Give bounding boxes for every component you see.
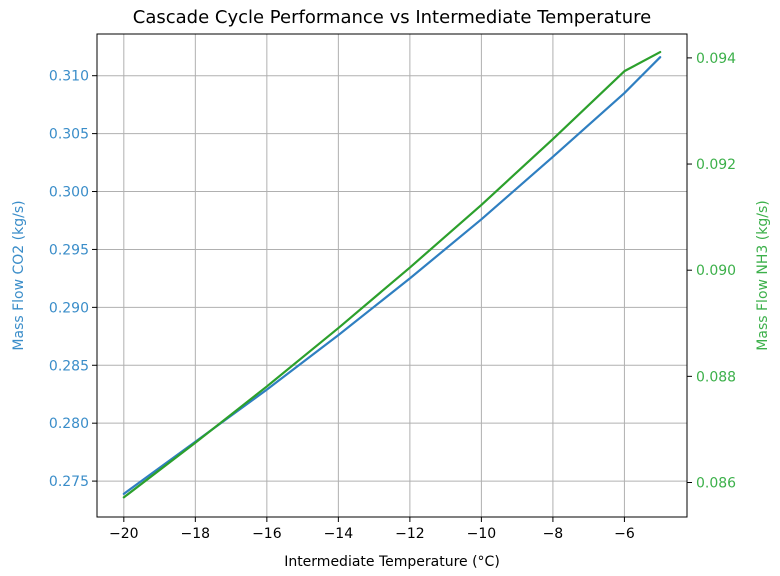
left-tick-label: 0.280 <box>49 416 89 432</box>
x-tick-label: −14 <box>324 526 354 542</box>
right-tick-label: 0.090 <box>696 263 736 279</box>
nh3-series-line <box>122 50 662 499</box>
x-tick-label: −20 <box>109 526 139 542</box>
left-tick-label: 0.300 <box>49 185 89 201</box>
left-tick-label: 0.310 <box>49 69 89 85</box>
right-tick-label: 0.088 <box>696 369 736 385</box>
series-layer <box>122 50 662 499</box>
x-tick-label: −10 <box>467 526 497 542</box>
right-y-axis: 0.086 0.088 0.090 0.092 0.094 <box>687 51 736 492</box>
left-tick-label: 0.305 <box>49 127 89 143</box>
grid <box>97 34 687 517</box>
right-y-axis-label: Mass Flow NH3 (kg/s) <box>755 200 771 350</box>
plot-frame <box>96 33 688 518</box>
left-tick-label: 0.295 <box>49 242 89 258</box>
x-tick-label: −8 <box>543 526 564 542</box>
left-y-axis-label: Mass Flow CO2 (kg/s) <box>11 200 27 350</box>
x-tick-label: −18 <box>181 526 211 542</box>
x-tick-label: −6 <box>614 526 635 542</box>
left-tick-label: 0.290 <box>49 300 89 316</box>
right-tick-label: 0.092 <box>696 157 736 173</box>
x-axis-label: Intermediate Temperature (°C) <box>284 554 500 570</box>
x-tick-label: −12 <box>395 526 425 542</box>
left-y-axis: 0.275 0.280 0.285 0.290 0.295 0.300 0.305 0.310 <box>49 69 97 490</box>
right-tick-label: 0.086 <box>696 476 736 492</box>
chart-title: Cascade Cycle Performance vs Intermediat… <box>133 7 651 28</box>
co2-series-line <box>122 56 662 495</box>
x-axis: −20 −18 −16 −14 −12 −10 −8 −6 <box>109 517 635 542</box>
right-tick-label: 0.094 <box>696 51 736 67</box>
left-tick-label: 0.285 <box>49 358 89 374</box>
x-tick-label: −16 <box>252 526 282 542</box>
left-tick-label: 0.275 <box>49 474 89 490</box>
